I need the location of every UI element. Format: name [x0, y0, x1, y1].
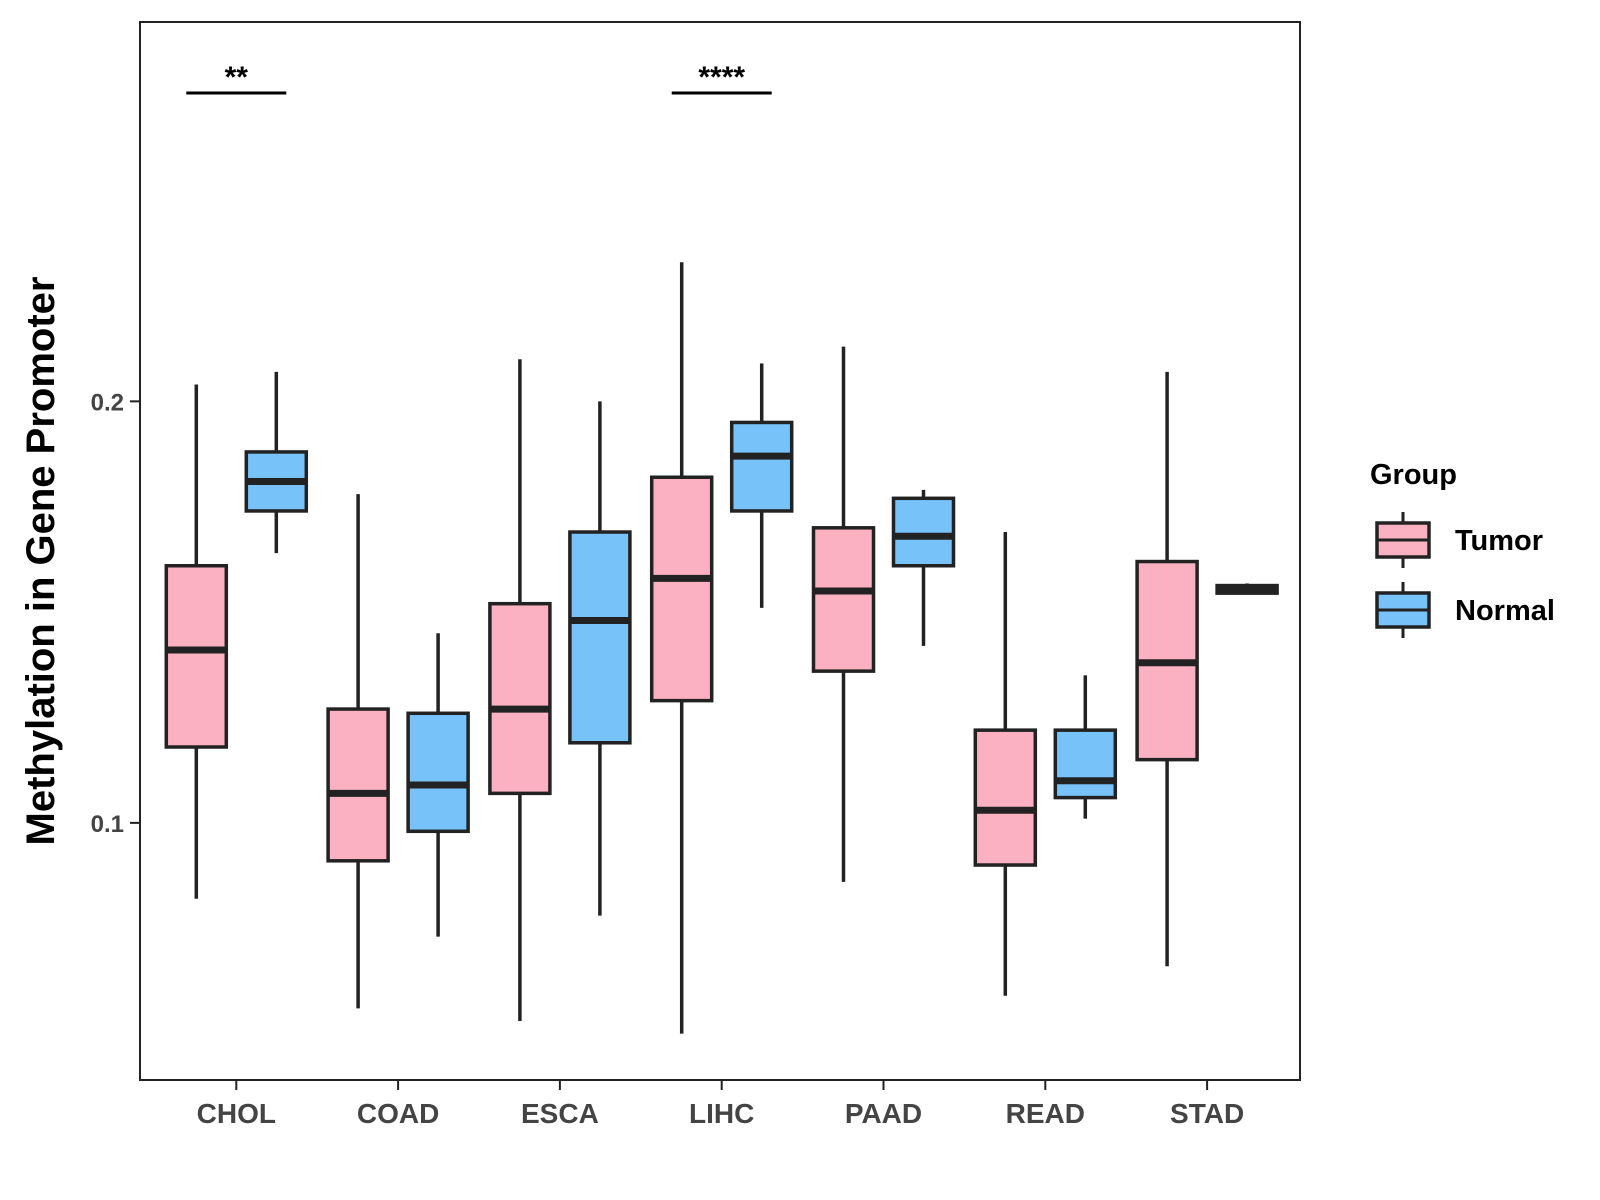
y-tick-label-1: 0.2 — [91, 389, 124, 416]
box-tumor-paad — [811, 346, 876, 882]
box-tumor-lihc — [649, 262, 714, 1034]
box-tumor-read — [973, 532, 1038, 996]
box-tumor-stad — [1135, 371, 1199, 967]
box-body-normal-paad — [891, 496, 956, 568]
plot-panel-border — [139, 21, 1301, 1081]
box-normal-esca — [568, 401, 632, 916]
box-body-tumor-read — [973, 728, 1038, 867]
x-tick-label-stad: STAD — [1170, 1098, 1244, 1129]
box-body-tumor-esca — [488, 601, 552, 796]
box-body-normal-coad — [406, 711, 470, 834]
box-normal-read — [1053, 675, 1118, 819]
x-tick-label-lihc: LIHC — [689, 1098, 754, 1129]
x-tick-label-chol: CHOL — [197, 1098, 276, 1129]
legend-label-normal: Normal — [1455, 595, 1555, 627]
box-normal-chol — [244, 371, 309, 554]
x-axis: CHOL COAD ESCA LIHC PAAD READ STAD — [197, 1080, 1244, 1129]
significance-label-chol: ** — [225, 61, 249, 94]
box-body-tumor-coad — [326, 707, 390, 863]
box-normal-coad — [406, 633, 470, 937]
legend-label-tumor: Tumor — [1455, 525, 1543, 557]
plot-marks — [164, 262, 1279, 1034]
y-axis-title: Methylation in Gene Promoter — [19, 277, 63, 846]
box-body-normal-lihc — [729, 420, 794, 513]
box-body-normal-read — [1053, 728, 1118, 800]
box-body-tumor-chol — [164, 564, 229, 749]
box-body-normal-esca — [568, 530, 632, 745]
x-tick-label-coad: COAD — [357, 1098, 439, 1129]
legend-key-tumor — [1375, 512, 1431, 568]
box-body-tumor-paad — [811, 526, 876, 673]
box-normal-lihc — [729, 363, 794, 608]
x-tick-label-paad: PAAD — [845, 1098, 922, 1129]
legend-key-normal — [1375, 582, 1431, 638]
box-body-tumor-lihc — [649, 475, 714, 703]
box-normal-paad — [891, 489, 956, 646]
x-tick-label-read: READ — [1006, 1098, 1085, 1129]
legend: Group Tumor Normal — [1370, 459, 1555, 638]
box-tumor-chol — [164, 384, 229, 899]
significance-annotations: ** **** — [186, 61, 772, 95]
box-tumor-esca — [488, 359, 552, 1021]
y-tick-label-0: 0.1 — [91, 811, 124, 838]
significance-label-lihc: **** — [698, 61, 745, 94]
y-axis: 0.1 0.2 — [91, 389, 140, 838]
legend-title: Group — [1370, 459, 1457, 491]
box-normal-stad — [1215, 583, 1279, 595]
box-tumor-coad — [326, 494, 390, 1009]
x-tick-label-esca: ESCA — [521, 1098, 599, 1129]
